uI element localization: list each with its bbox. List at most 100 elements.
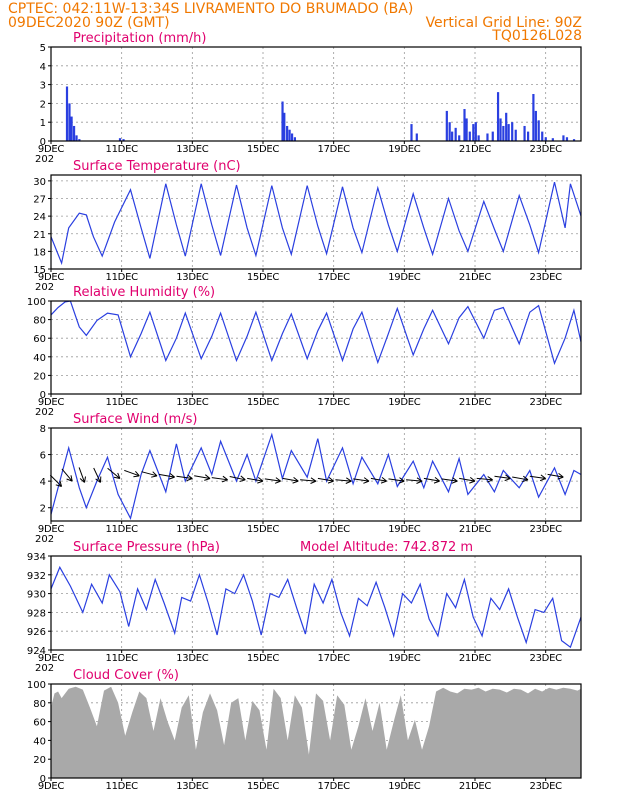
temp-ytick-label: 27	[33, 195, 46, 206]
pressure-panel: 924 926 928 930 932 934 9DEC 11DEC 13DEC 15DEC 17D…	[27, 540, 582, 674]
pressure-xtick-label: 15DEC	[247, 653, 280, 664]
temp-xtick-label: 19DEC	[388, 272, 421, 283]
precip-bar	[565, 137, 569, 141]
cloud-panel: 0 20 40 60 80 100 9DEC 11DEC 13DEC 15DEC 17DEC 19DE…	[27, 668, 582, 792]
precip-bar	[293, 137, 296, 141]
precip-bar	[491, 131, 494, 141]
precip-xtick-label: 23DEC	[530, 144, 563, 155]
wind-arrow	[547, 473, 564, 480]
temp-year-fragment: 202	[35, 282, 54, 293]
cloud-xtick-label: 19DEC	[388, 781, 421, 792]
wind-arrow	[512, 475, 529, 483]
panels: 0 1 2 3 4 5 9DEC 11DEC 13DEC 15DEC 17DEC 19DEC 21DEC…	[27, 31, 582, 792]
temp-xtick-label: 15DEC	[247, 272, 280, 283]
rh-ytick-label: 0	[40, 390, 46, 401]
cloud-xtick-label: 9DEC	[38, 781, 64, 792]
wind-arrow	[78, 467, 86, 483]
precip-bar	[68, 103, 71, 141]
cloud-area	[51, 686, 581, 778]
temp-xtick-label: 17DEC	[318, 272, 351, 283]
precip-bar	[463, 109, 466, 141]
wind-year-fragment: 202	[35, 534, 54, 545]
cloud-ytick-label: 100	[27, 680, 46, 691]
pressure-year-fragment: 202	[35, 663, 54, 674]
wind-arrow	[141, 471, 158, 478]
rh-xtick-label: 9DEC	[38, 397, 64, 408]
wind-arrow	[282, 477, 299, 484]
temp-series-line	[50, 181, 582, 266]
pressure-title: Surface Pressure (hPa)	[73, 540, 220, 555]
temp-panel: 15 18 21 24 27 30 9DEC 11DEC 13DEC 15DEC 17DEC 19DE…	[33, 159, 582, 293]
temp-xtick-label: 13DEC	[176, 272, 209, 283]
precip-bar	[523, 125, 526, 141]
pressure-xtick-label: 9DEC	[38, 653, 64, 664]
rh-xtick-label: 15DEC	[247, 397, 280, 408]
rh-year-fragment: 202	[35, 407, 54, 418]
wind-panel: 2 4 6 8 9DEC 11DEC 13DEC 15DEC 17DEC 19DEC 21DEC 23…	[35, 412, 582, 545]
wind-arrow	[441, 477, 458, 484]
wind-arrow	[194, 474, 211, 481]
temp-frame	[50, 174, 582, 270]
precip-bar	[415, 133, 418, 141]
pressure-xtick-label: 19DEC	[388, 653, 421, 664]
rh-xtick-label: 19DEC	[388, 397, 421, 408]
precip-bar	[507, 124, 510, 141]
wind-arrow	[176, 474, 193, 482]
wind-xtick-label: 13DEC	[176, 524, 209, 535]
rh-title: Relative Humidity (%)	[73, 285, 215, 300]
wind-arrow	[93, 467, 102, 483]
temp-ytick-label: 24	[33, 212, 46, 223]
precip-bar	[283, 112, 286, 141]
temp-title: Surface Temperature (nC)	[73, 159, 241, 174]
pressure-series-line	[50, 565, 582, 649]
precip-bar	[532, 94, 535, 141]
cloud-xtick-label: 13DEC	[176, 781, 209, 792]
precip-bar	[290, 133, 294, 141]
pressure-ytick-label: 924	[27, 646, 46, 657]
cloud-ytick-label: 40	[33, 736, 46, 747]
pressure-ytick-label: 934	[27, 552, 46, 563]
precip-panel: 0 1 2 3 4 5 9DEC 11DEC 13DEC 15DEC 17DEC 19DEC 21DEC…	[35, 31, 582, 165]
wind-xtick-label: 19DEC	[388, 524, 421, 535]
precip-xtick-label: 19DEC	[388, 144, 421, 155]
wind-arrow	[459, 477, 476, 484]
precip-bar	[70, 116, 73, 141]
precip-bar	[410, 124, 413, 141]
wind-arrow	[158, 473, 175, 480]
precip-xtick-label: 17DEC	[318, 144, 351, 155]
wind-arrow	[406, 477, 423, 484]
precip-ytick-label: 4	[40, 62, 46, 73]
precip-bar	[288, 129, 291, 141]
pressure-frame	[50, 555, 582, 651]
precip-bar	[551, 138, 554, 141]
precip-ytick-label: 1	[40, 118, 46, 129]
pressure-xtick-label: 21DEC	[459, 653, 492, 664]
precip-bar	[527, 131, 530, 141]
wind-arrow	[529, 474, 546, 482]
precip-title: Precipitation (mm/h)	[73, 31, 206, 46]
cloud-title: Cloud Cover (%)	[73, 668, 179, 683]
precip-ytick-label: 5	[40, 43, 46, 54]
wind-arrow	[494, 474, 511, 482]
temp-xtick-label: 11DEC	[106, 272, 139, 283]
wind-arrow	[300, 477, 317, 484]
precip-bar	[454, 127, 457, 141]
precip-year-fragment: 202	[35, 154, 54, 165]
pressure-xtick-label: 13DEC	[176, 653, 209, 664]
precip-bar	[281, 101, 284, 141]
precip-bar	[541, 131, 544, 141]
precip-bar	[448, 122, 451, 141]
rh-ytick-label: 60	[33, 334, 46, 345]
precip-xtick-label: 15DEC	[247, 144, 280, 155]
precip-frame	[50, 46, 582, 142]
wind-arrow	[107, 467, 121, 479]
wind-title: Surface Wind (m/s)	[73, 412, 197, 427]
rh-xtick-label: 21DEC	[459, 397, 492, 408]
precip-ytick-label: 0	[40, 137, 46, 148]
temp-xtick-label: 23DEC	[530, 272, 563, 283]
cloud-ytick-label: 20	[33, 755, 46, 766]
header-station-line: CPTEC: 042:11W-13:34S LIVRAMENTO DO BRUM…	[8, 1, 413, 17]
wind-xtick-label: 11DEC	[106, 524, 139, 535]
rh-xtick-label: 11DEC	[106, 397, 139, 408]
